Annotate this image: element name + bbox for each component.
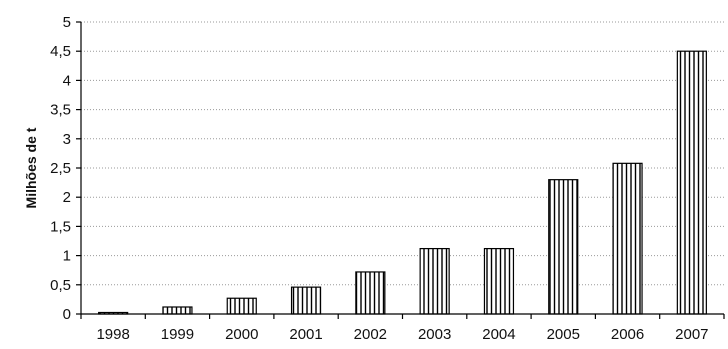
x-tick-label: 2000 (225, 326, 258, 343)
x-tick-label: 1998 (96, 326, 129, 343)
y-tick-label: 5 (63, 14, 71, 31)
x-tick-label: 2005 (547, 326, 580, 343)
bar-2005 (548, 179, 579, 315)
bar-2001 (290, 286, 322, 315)
y-tick-label: 1 (63, 248, 71, 265)
x-tick-label: 2002 (354, 326, 387, 343)
y-tick-label: 3 (63, 131, 71, 148)
y-tick-label: 3,5 (50, 102, 71, 119)
bars (98, 50, 707, 315)
y-tick-label: 0,5 (50, 277, 71, 294)
bar-2006 (612, 162, 643, 315)
bar-2003 (419, 247, 450, 315)
bar-2007 (676, 50, 707, 315)
y-axis-label: Milhões de t (23, 127, 39, 208)
x-tick-label: 2006 (611, 326, 644, 343)
y-tick-label: 0 (63, 306, 71, 323)
bar-2004 (483, 247, 515, 315)
y-tick-label: 2,5 (50, 160, 71, 177)
x-tick-label: 2003 (418, 326, 451, 343)
y-tick-label: 1,5 (50, 218, 71, 235)
y-tick-label: 4 (63, 72, 71, 89)
x-tick-label: 1999 (161, 326, 194, 343)
y-tick-label: 4,5 (50, 43, 71, 60)
bar-2000 (226, 297, 257, 315)
x-tick-label: 2001 (289, 326, 322, 343)
gridlines (81, 21, 724, 286)
x-tick-labels: 1998 1999 2000 2001 2002 2003 2004 2005 2006 2007 (96, 326, 708, 343)
bar-1999 (162, 306, 193, 315)
x-tick-label: 2004 (482, 326, 515, 343)
x-tick-label: 2007 (675, 326, 708, 343)
axes (76, 21, 725, 319)
y-tick-label: 2 (63, 189, 71, 206)
bar-2002 (355, 271, 386, 315)
y-tick-labels: 0 0,5 1 1,5 2 2,5 3 3,5 4 4,5 5 (50, 14, 71, 323)
